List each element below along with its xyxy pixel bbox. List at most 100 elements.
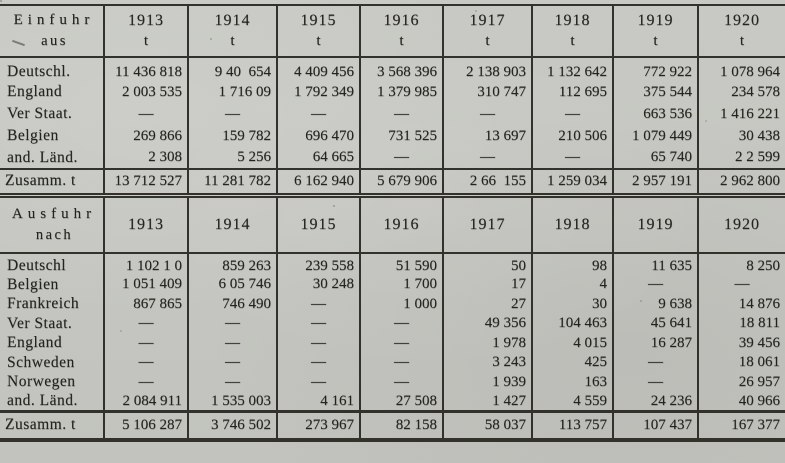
total-value-cell: 113 757 — [531, 411, 613, 440]
value-cell: 39 456 — [697, 333, 785, 353]
value-cell: 6 05 746 — [187, 275, 277, 295]
value-cell: — — [187, 372, 277, 392]
year-label: 1919 — [637, 215, 674, 233]
total-value-cell: 273 967 — [276, 411, 360, 440]
unit-label: t — [739, 33, 745, 49]
unit-label: t — [653, 33, 658, 49]
value-cell: 1 792 349 — [276, 81, 360, 103]
country-label: Belgien — [7, 127, 59, 144]
value-cell: — — [612, 275, 698, 295]
year-label: 1918 — [554, 12, 591, 29]
value-cell: 1 716 09 — [187, 81, 277, 103]
value-cell: 18 061 — [697, 353, 785, 373]
table-row: Deutschl. 11 436 818 9 40 654 4 409 456 3 56… — [0, 57, 785, 81]
value-cell: 51 590 — [359, 253, 443, 275]
value-cell: — — [276, 372, 360, 392]
value-cell: 2 2 599 — [697, 147, 785, 169]
value-cell: 1 051 409 — [103, 275, 188, 295]
value-cell: — — [187, 333, 277, 353]
year-label: 1914 — [214, 12, 251, 29]
total-value-cell: 6 162 940 — [276, 169, 360, 195]
value-cell: 112 695 — [531, 81, 613, 103]
value-cell: 1 978 — [442, 333, 532, 353]
year-label: 1920 — [724, 215, 760, 233]
value-cell: 159 782 — [187, 125, 277, 147]
value-cell: 17 — [442, 275, 532, 295]
year-label: 1916 — [383, 12, 420, 29]
einfuhr-total: Zusamm. t 13 712 527 11 281 782 6 162 940 5 … — [0, 169, 785, 195]
table-row: and. Länd. 2 084 911 1 535 003 4 161 27 508 1… — [0, 392, 785, 412]
value-cell: 30 438 — [697, 125, 785, 147]
year-label: 1915 — [300, 215, 337, 233]
value-cell: 663 536 — [612, 103, 698, 125]
year-label: 1920 — [724, 12, 760, 29]
value-cell: 1 939 — [442, 372, 532, 392]
value-cell: — — [103, 314, 188, 334]
value-cell: — — [187, 103, 277, 125]
value-cell: 1 079 449 — [612, 125, 698, 147]
unit-label: t — [399, 33, 404, 49]
total-value-cell: 2 957 191 — [612, 169, 698, 195]
value-cell: 2 138 903 — [442, 57, 532, 81]
table-row: England — — — —1 978 4 015 16 287 39 456 — [0, 333, 785, 353]
year-header-cell: 1918 t — [531, 5, 613, 57]
value-cell: — — [359, 314, 443, 334]
year-label: 1917 — [469, 12, 506, 29]
value-cell: 1 102 1 0 — [103, 253, 188, 275]
year-label: 1913 — [128, 215, 164, 233]
country-label: Belgien — [7, 275, 59, 293]
header-row: Einfuhr aus 1913 t 1914 t 1915 t 1916 t 1917 t 1918 t… — [0, 5, 785, 57]
value-cell: 1 379 985 — [359, 81, 443, 103]
year-header-cell: 1914 — [187, 195, 277, 253]
value-cell: 45 641 — [612, 314, 698, 334]
value-cell: 49 356 — [442, 314, 532, 334]
header-row: Ausfuhr nach 1913 1914 1915 1916 1917 1918 1919 1… — [0, 195, 785, 253]
value-cell: 269 866 — [103, 125, 188, 147]
year-label: 1916 — [383, 215, 420, 233]
year-label: 1915 — [300, 12, 337, 29]
value-cell: 425 — [531, 353, 613, 373]
total-value-cell: 13 712 527 — [103, 169, 188, 195]
value-cell: — — [359, 147, 443, 169]
value-cell: 104 463 — [531, 314, 613, 334]
total-value-cell: 1 259 034 — [531, 169, 613, 195]
value-cell: 163 — [531, 372, 613, 392]
year-label: 1914 — [214, 215, 251, 233]
total-label: Zusamm. t — [5, 172, 76, 190]
value-cell: — — [276, 333, 360, 353]
scan-speckle — [0, 0, 2, 2]
year-label: 1913 — [128, 12, 164, 29]
country-label: and. Länd. — [7, 148, 78, 166]
value-cell: 4 015 — [531, 333, 613, 353]
value-cell: — — [103, 333, 188, 353]
value-cell: — — [103, 353, 188, 373]
value-cell: — — [697, 275, 785, 295]
value-cell: 8 250 — [697, 253, 785, 275]
year-header-cell: 1919 — [612, 195, 698, 253]
value-cell: 98 — [531, 253, 613, 275]
total-value-cell: 5 106 287 — [103, 411, 188, 440]
year-header-cell: 1915 t — [276, 5, 360, 57]
value-cell: — — [359, 103, 443, 125]
value-cell: — — [612, 353, 698, 373]
value-cell: 310 747 — [442, 81, 532, 103]
value-cell: 27 508 — [359, 392, 443, 412]
value-cell: 24 236 — [612, 392, 698, 412]
year-header-cell: 1916 t — [359, 5, 443, 57]
value-cell: 859 263 — [187, 253, 277, 275]
year-header-cell: 1913 t — [103, 5, 188, 57]
year-header-cell: 1913 — [103, 195, 188, 253]
value-cell: — — [276, 314, 360, 334]
ausfuhr-title-cell: Ausfuhr nach — [0, 195, 104, 253]
einfuhr-title: Einfuhr — [13, 12, 95, 28]
einfuhr-rows: Deutschl. 11 436 818 9 40 654 4 409 456 3 56… — [0, 57, 785, 169]
country-label: Schweden — [7, 353, 75, 371]
value-cell: 772 922 — [612, 57, 698, 81]
einfuhr-header: Einfuhr aus 1913 t 1914 t 1915 t 1916 t 1917 t 1918 t… — [0, 5, 785, 57]
value-cell: 9 40 654 — [187, 57, 277, 81]
value-cell: — — [187, 314, 277, 334]
value-cell: — — [359, 333, 443, 353]
year-header-cell: 1920 — [697, 195, 785, 253]
country-label: Ver Staat. — [7, 105, 73, 122]
table-row: Ver Staat. — — — —49 356 104 463 45 641 18 811 — [0, 314, 785, 334]
